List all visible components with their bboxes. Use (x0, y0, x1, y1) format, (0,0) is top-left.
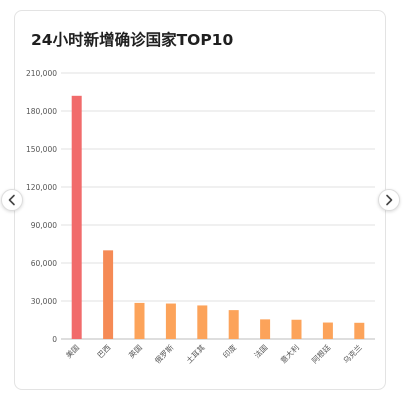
y-tick-label: 150,000 (26, 145, 57, 154)
x-tick-label: 土耳其 (184, 342, 207, 365)
x-tick-label: 乌克兰 (341, 342, 364, 365)
x-tick-label: 意大利 (278, 342, 301, 365)
y-tick-label: 180,000 (26, 107, 57, 116)
x-tick-label: 印度 (220, 342, 238, 360)
next-button[interactable] (378, 189, 400, 211)
bar (71, 95, 82, 339)
y-tick-label: 60,000 (31, 259, 57, 268)
bar (228, 310, 239, 339)
y-tick-label: 30,000 (31, 297, 57, 306)
previous-button[interactable] (1, 189, 23, 211)
bar (134, 302, 145, 339)
chevron-left-icon (8, 194, 15, 206)
bar (260, 319, 271, 339)
x-tick-label: 英国 (126, 342, 144, 360)
chart-title: 24小时新增确诊国家TOP10 (31, 31, 234, 49)
x-tick-label: 法国 (252, 342, 270, 360)
x-tick-label: 美国 (63, 342, 81, 360)
x-tick-label: 阿根廷 (309, 342, 332, 365)
bar (197, 305, 208, 339)
bar (165, 303, 176, 339)
y-tick-label: 0 (52, 335, 57, 344)
y-tick-label: 90,000 (31, 221, 57, 230)
bar (291, 319, 302, 339)
chevron-right-icon (386, 194, 393, 206)
y-tick-label: 210,000 (26, 69, 57, 78)
bar (354, 322, 365, 339)
x-tick-label: 俄罗斯 (152, 342, 175, 365)
bar (103, 250, 114, 339)
y-tick-label: 120,000 (26, 183, 57, 192)
bar (322, 322, 333, 339)
x-tick-label: 巴西 (96, 343, 113, 360)
